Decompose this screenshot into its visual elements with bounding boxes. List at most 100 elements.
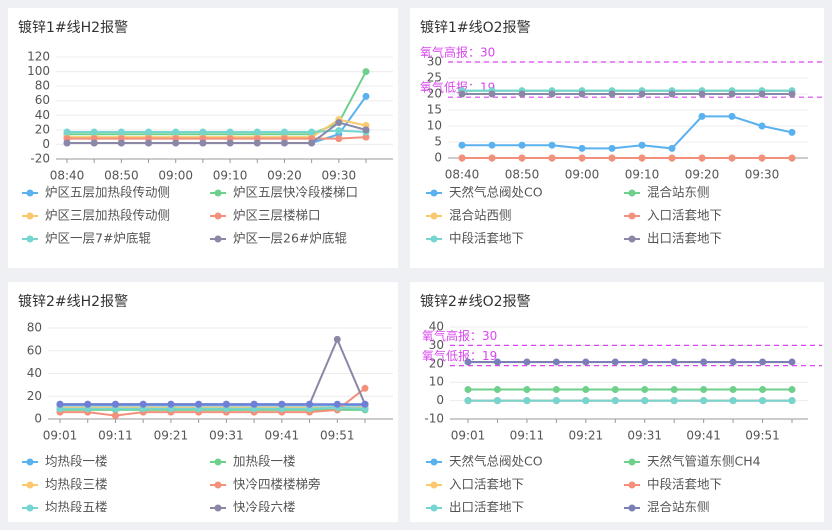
series-line bbox=[60, 406, 366, 410]
x-tick-label: 09:20 bbox=[267, 169, 302, 183]
data-point bbox=[582, 358, 590, 366]
legend-swatch-dot bbox=[214, 189, 222, 197]
legend-swatch-dot bbox=[26, 189, 34, 197]
y-tick-label: 40 bbox=[429, 320, 444, 334]
data-point bbox=[335, 127, 343, 135]
legend-swatch-dot bbox=[214, 235, 222, 243]
data-point bbox=[668, 154, 676, 162]
data-point bbox=[608, 90, 616, 98]
legend-label: 混合站东侧 bbox=[647, 500, 710, 513]
chart: 镀锌2#线H2报警 0 20 40 60 80 09:01 09:11 09:21 09:31 09… bbox=[18, 293, 393, 513]
data-point bbox=[670, 358, 678, 366]
threshold-label: 氧气低报：19 bbox=[422, 348, 497, 363]
chart-title: 镀锌2#线O2报警 bbox=[420, 293, 531, 310]
data-point bbox=[728, 154, 736, 162]
x-tick-label: 09:31 bbox=[209, 429, 244, 443]
y-tick-label: 10 bbox=[427, 119, 442, 133]
series-line bbox=[67, 71, 367, 136]
x-tick-label: 09:11 bbox=[510, 429, 545, 443]
data-point bbox=[728, 112, 736, 120]
x-tick-label: 09:21 bbox=[154, 429, 189, 443]
data-point bbox=[641, 358, 649, 366]
panel: 镀锌2#线H2报警 0 20 40 60 80 09:01 09:11 09:21 09:31 09… bbox=[8, 282, 398, 522]
data-point bbox=[195, 400, 203, 408]
data-point bbox=[759, 397, 767, 405]
threshold-label: 氧气高报：30 bbox=[422, 328, 497, 343]
data-point bbox=[226, 139, 234, 147]
legend-swatch-dot bbox=[26, 504, 34, 512]
data-point bbox=[63, 128, 71, 136]
panel: 镀锌1#线O2报警 0 5 10 15 20 25 30 08:40 08:50 09:00 09:1… bbox=[410, 8, 824, 268]
y-tick-label: 0 bbox=[42, 137, 50, 151]
data-point bbox=[250, 400, 258, 408]
y-tick-label: 20 bbox=[35, 122, 50, 136]
y-tick-label: 0 bbox=[436, 393, 444, 407]
legend-label: 均热段五楼 bbox=[45, 500, 108, 513]
legend-swatch-dot bbox=[628, 212, 636, 220]
legend-swatch-dot bbox=[214, 481, 222, 489]
data-point bbox=[582, 397, 590, 405]
legend-label: 均热段一楼 bbox=[45, 454, 108, 469]
legend-swatch-dot bbox=[26, 212, 34, 220]
x-tick-label: 09:51 bbox=[745, 429, 780, 443]
data-point bbox=[552, 358, 560, 366]
threshold-label: 氧气低报：19 bbox=[420, 80, 495, 95]
data-point bbox=[518, 90, 526, 98]
data-point bbox=[523, 397, 531, 405]
data-point bbox=[464, 386, 472, 394]
data-point bbox=[670, 386, 678, 394]
data-point bbox=[759, 386, 767, 394]
legend-label: 炉区三层楼梯口 bbox=[233, 208, 321, 223]
data-point bbox=[167, 400, 175, 408]
y-tick-label: 20 bbox=[427, 87, 442, 101]
legend-label: 炉区五层快冷段楼梯口 bbox=[233, 185, 358, 200]
data-point bbox=[464, 358, 472, 366]
x-tick-label: 09:00 bbox=[565, 168, 600, 182]
legend-label: 混合站东侧 bbox=[647, 185, 710, 200]
data-point bbox=[56, 400, 64, 408]
legend-label: 炉区三层加热段传动侧 bbox=[45, 208, 170, 223]
y-tick-label: 5 bbox=[434, 135, 442, 149]
data-point bbox=[668, 144, 676, 152]
data-point bbox=[145, 139, 153, 147]
data-point bbox=[362, 133, 370, 141]
data-point bbox=[611, 397, 619, 405]
legend-swatch-dot bbox=[214, 458, 222, 466]
data-point bbox=[670, 397, 678, 405]
data-point bbox=[758, 90, 766, 98]
data-point bbox=[458, 141, 466, 149]
data-point bbox=[788, 90, 796, 98]
data-point bbox=[729, 358, 737, 366]
y-tick-label: 30 bbox=[427, 55, 442, 69]
legend-label: 快冷四楼楼梯旁 bbox=[233, 477, 321, 492]
data-point bbox=[641, 386, 649, 394]
y-tick-label: 80 bbox=[27, 321, 42, 335]
y-tick-label: 25 bbox=[427, 71, 442, 85]
data-point bbox=[458, 90, 466, 98]
x-tick-label: 09:41 bbox=[686, 429, 721, 443]
legend-swatch-dot bbox=[26, 481, 34, 489]
threshold-label: 氧气高报：30 bbox=[420, 45, 495, 60]
data-point bbox=[641, 397, 649, 405]
legend-label: 入口活套地下 bbox=[449, 477, 524, 492]
x-tick-label: 09:21 bbox=[569, 429, 604, 443]
legend-swatch-dot bbox=[430, 504, 438, 512]
data-point bbox=[333, 400, 341, 408]
data-point bbox=[335, 135, 343, 143]
legend-swatch-dot bbox=[628, 189, 636, 197]
data-point bbox=[90, 128, 98, 136]
legend-swatch-dot bbox=[628, 481, 636, 489]
data-point bbox=[335, 119, 343, 127]
series-line bbox=[67, 121, 367, 144]
y-tick-label: 120 bbox=[27, 50, 50, 64]
x-tick-label: 09:01 bbox=[451, 429, 486, 443]
y-tick-label: 60 bbox=[35, 93, 50, 107]
legend-label: 快冷段六楼 bbox=[233, 500, 296, 513]
legend-swatch-dot bbox=[430, 458, 438, 466]
data-point bbox=[84, 400, 92, 408]
data-point bbox=[226, 128, 234, 136]
panel: 镀锌2#线O2报警 -10 0 10 20 30 40 09:01 09:11 09:21 09:3… bbox=[410, 282, 824, 522]
y-tick-label: -20 bbox=[30, 152, 50, 166]
legend-label: 天然气总阀处CO bbox=[449, 454, 543, 469]
data-point bbox=[788, 154, 796, 162]
